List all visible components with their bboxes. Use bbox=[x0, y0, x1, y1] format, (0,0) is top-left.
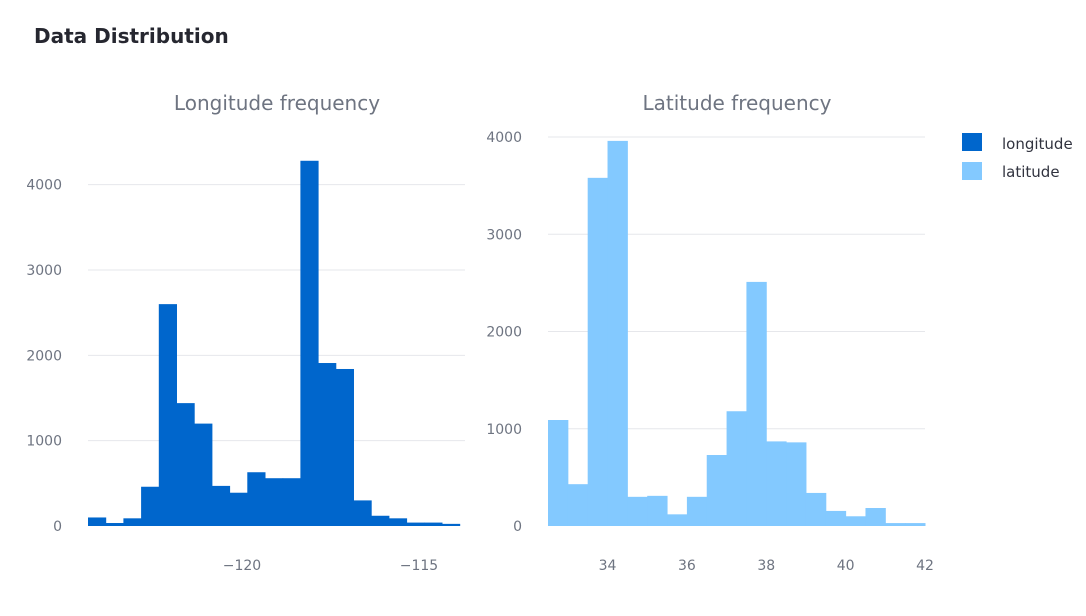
legend-label-latitude[interactable]: latitude bbox=[1002, 163, 1060, 181]
histogram-bar[interactable] bbox=[607, 140, 628, 526]
histogram-bar[interactable] bbox=[627, 496, 648, 526]
histogram-bar[interactable] bbox=[123, 518, 142, 526]
y-tick-label: 1000 bbox=[486, 422, 522, 438]
histogram-bar[interactable] bbox=[686, 496, 708, 526]
latitude-histogram: Latitude frequency 0 1000 2000 3000 4000 34 36… bbox=[486, 91, 934, 574]
y-tick-label: 3000 bbox=[486, 227, 522, 243]
histogram-bar[interactable] bbox=[746, 281, 767, 526]
histogram-bar[interactable] bbox=[335, 368, 354, 526]
legend: longitude latitude bbox=[962, 133, 1073, 181]
chart-title-longitude: Longitude frequency bbox=[174, 91, 380, 115]
histogram-bar[interactable] bbox=[158, 304, 177, 526]
histogram-bar[interactable] bbox=[786, 442, 807, 526]
histogram-bar[interactable] bbox=[766, 441, 787, 526]
histogram-bar[interactable] bbox=[567, 484, 589, 526]
histogram-bar[interactable] bbox=[587, 177, 609, 526]
x-tick-label: 42 bbox=[916, 558, 934, 574]
x-tick-label: −120 bbox=[223, 558, 261, 574]
histogram-bar[interactable] bbox=[706, 455, 728, 526]
histogram-bar[interactable] bbox=[371, 515, 390, 526]
histogram-bar[interactable] bbox=[229, 492, 248, 526]
y-tick-label: 1000 bbox=[26, 434, 62, 450]
histogram-bar[interactable] bbox=[300, 160, 319, 527]
y-tick-label: 0 bbox=[513, 519, 522, 535]
histogram-bar[interactable] bbox=[845, 516, 866, 526]
histogram-bar[interactable] bbox=[667, 514, 688, 526]
x-tick-label: −115 bbox=[400, 558, 438, 574]
histogram-bar[interactable] bbox=[885, 523, 906, 526]
y-tick-label: 4000 bbox=[486, 130, 522, 146]
histogram-bar[interactable] bbox=[805, 492, 827, 526]
x-tick-label: 36 bbox=[678, 558, 696, 574]
histogram-bar[interactable] bbox=[105, 523, 124, 526]
histogram-bar[interactable] bbox=[176, 403, 195, 526]
histogram-bar[interactable] bbox=[726, 411, 747, 526]
x-tick-label: 38 bbox=[757, 558, 775, 574]
histogram-bar[interactable] bbox=[825, 510, 847, 526]
y-tick-label: 4000 bbox=[26, 178, 62, 194]
histogram-bar[interactable] bbox=[353, 500, 372, 526]
y-tick-label: 2000 bbox=[26, 348, 62, 364]
legend-swatch-latitude[interactable] bbox=[962, 162, 982, 180]
longitude-histogram: Longitude frequency 0 1000 2000 3000 4000 −12… bbox=[26, 91, 465, 574]
y-tick-label: 0 bbox=[53, 519, 62, 535]
histogram-bar[interactable] bbox=[647, 495, 668, 526]
histogram-bar[interactable] bbox=[424, 522, 443, 526]
legend-swatch-longitude[interactable] bbox=[962, 133, 982, 151]
histogram-bar[interactable] bbox=[88, 517, 107, 526]
histogram-bar[interactable] bbox=[388, 518, 408, 526]
histogram-bar[interactable] bbox=[905, 523, 926, 526]
x-tick-label: 40 bbox=[837, 558, 855, 574]
legend-label-longitude[interactable]: longitude bbox=[1002, 135, 1073, 153]
y-tick-label: 3000 bbox=[26, 263, 62, 279]
page-title: Data Distribution bbox=[34, 24, 229, 48]
histogram-bar[interactable] bbox=[211, 485, 231, 526]
histogram-bar[interactable] bbox=[865, 508, 886, 526]
histogram-bar[interactable] bbox=[264, 478, 284, 526]
x-tick-label: 34 bbox=[599, 558, 617, 574]
histogram-bar[interactable] bbox=[141, 486, 160, 526]
histogram-bar[interactable] bbox=[194, 423, 213, 526]
histogram-bar[interactable] bbox=[247, 472, 266, 526]
histogram-bar[interactable] bbox=[548, 419, 569, 526]
histogram-bar[interactable] bbox=[282, 478, 301, 526]
y-tick-label: 2000 bbox=[486, 325, 522, 341]
histogram-bar[interactable] bbox=[406, 522, 425, 526]
histogram-bar[interactable] bbox=[318, 363, 337, 526]
chart-title-latitude: Latitude frequency bbox=[643, 91, 832, 115]
histogram-bar[interactable] bbox=[441, 523, 461, 526]
